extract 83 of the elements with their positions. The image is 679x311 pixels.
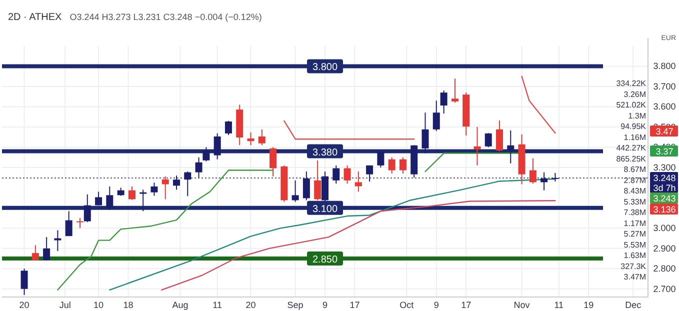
- annotation: 1.16M: [624, 132, 646, 142]
- text: 3.243: [653, 194, 676, 204]
- ref-line-label: 3.100: [312, 204, 338, 215]
- annotation: 334.22K: [616, 79, 647, 88]
- ref-line-label: 3.800: [312, 62, 338, 74]
- annotation: 7.38M: [624, 208, 646, 217]
- candlestick: [344, 164, 351, 184]
- y-tick-label: 2.700: [653, 284, 676, 294]
- candlestick: [162, 176, 169, 200]
- y-tick-label: 3.700: [653, 81, 676, 92]
- annotation: 8.43M: [624, 186, 646, 196]
- x-tick-label: 18: [123, 300, 134, 310]
- y-tick-label: 3.600: [653, 102, 676, 112]
- candlestick: [292, 180, 299, 202]
- candlestick: [128, 186, 136, 200]
- x-tick-label: 11: [212, 300, 222, 310]
- candlestick: [314, 160, 322, 201]
- candlestick: [484, 132, 492, 148]
- text: 3.47: [656, 126, 674, 136]
- annotation: 3.26M: [624, 90, 646, 99]
- x-tick-label: 10: [94, 300, 104, 310]
- x-tick-label: Sep: [287, 300, 304, 310]
- x-tick-label: 17: [350, 300, 360, 310]
- candlestick: [388, 156, 396, 174]
- x-tick-label: Jul: [59, 300, 71, 310]
- line-series: [161, 200, 556, 291]
- chart-subtitle: O3.244 H3.273 L3.231 C3.248 −0.004 (−0.12%): [70, 12, 262, 22]
- ref-line-label: 3.380: [312, 147, 338, 158]
- text: 3.37: [656, 146, 674, 156]
- annotation: 5.33M: [624, 197, 646, 206]
- y-tick-label: 3.800: [653, 61, 676, 72]
- text: 3.248: [653, 173, 676, 183]
- y-tick-label: 2.800: [653, 264, 676, 274]
- annotation: 865.25K: [616, 154, 647, 164]
- x-tick-label: Dec: [625, 300, 642, 310]
- x-tick-label: 11: [554, 300, 564, 310]
- annotation: 442.27K: [616, 144, 647, 152]
- x-tick-label: Nov: [514, 300, 530, 310]
- x-tick-label: 20: [246, 300, 256, 310]
- candlestick: [451, 78, 458, 104]
- annotation: 8.67M: [624, 165, 646, 174]
- annotation: 5.53M: [624, 240, 646, 250]
- y-tick-label: 3.300: [653, 162, 676, 172]
- annotation: 327.3K: [620, 262, 647, 271]
- candlestick: [399, 156, 406, 174]
- annotation: 5.27M: [624, 230, 646, 238]
- candlestick: [270, 146, 277, 177]
- text: 3d 7h: [653, 183, 676, 193]
- x-tick-label: 20: [19, 300, 30, 310]
- x-tick-label: 17: [461, 300, 472, 310]
- candlestick: [258, 128, 266, 146]
- x-tick-label: Aug: [172, 300, 188, 310]
- candlestick: [76, 218, 84, 229]
- x-tick-label: 9: [322, 300, 328, 310]
- x-tick-label: Oct: [400, 300, 414, 310]
- annotation: 2.87M: [624, 176, 646, 185]
- candlestick: [432, 100, 440, 132]
- candlestick: [224, 120, 232, 136]
- x-tick-label: 19: [584, 300, 594, 310]
- chart-title: 2D · ATHEX: [8, 12, 62, 23]
- annotation: 1.17M: [624, 218, 646, 228]
- candlestick: [150, 182, 158, 196]
- candlestick: [474, 126, 481, 166]
- candlestick: [440, 90, 448, 114]
- annotation: 3.47M: [624, 272, 646, 282]
- y-tick-label: 3.000: [653, 223, 676, 234]
- text: 3.136: [653, 204, 676, 214]
- candlestick: [32, 244, 39, 262]
- annotation: 1.63M: [624, 251, 646, 260]
- line-series: [57, 170, 274, 291]
- candlestick: [43, 236, 50, 262]
- annotation: 1.3M: [628, 111, 646, 120]
- candlestick: [496, 120, 503, 152]
- candlestick: [54, 230, 62, 252]
- y-tick-label: 2.900: [653, 243, 676, 254]
- annotation: 94.95K: [620, 122, 647, 131]
- annotation: 521.02K: [616, 100, 647, 110]
- candlestick: [529, 158, 536, 184]
- candlestick: [247, 132, 254, 146]
- candlestick: [354, 171, 362, 192]
- ref-line-label: 2.850: [312, 254, 338, 266]
- x-tick-label: 9: [434, 300, 439, 310]
- candlestick: [20, 268, 28, 296]
